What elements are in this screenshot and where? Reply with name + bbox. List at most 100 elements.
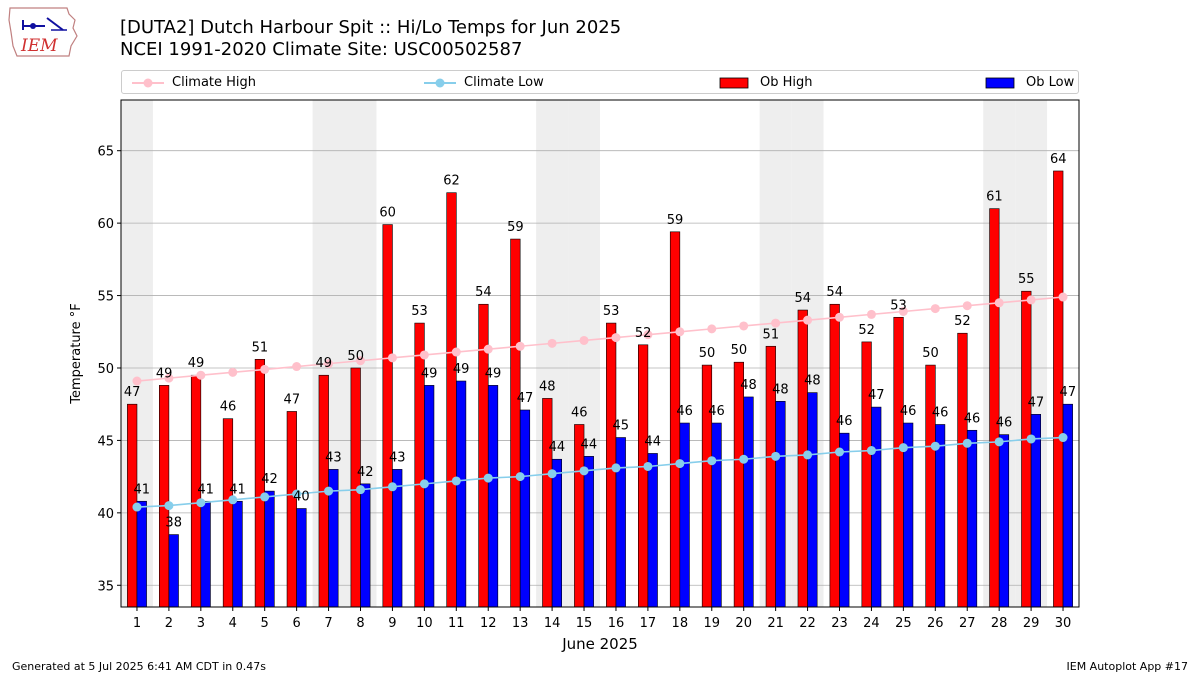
x-tick-label: 16 bbox=[608, 616, 625, 631]
x-tick-label: 19 bbox=[703, 616, 720, 631]
x-tick-label: 12 bbox=[480, 616, 497, 631]
climate-low-point bbox=[419, 479, 429, 489]
climate-high-point bbox=[962, 301, 972, 311]
bar-ob-high bbox=[542, 398, 553, 608]
bar-ob-low bbox=[807, 392, 818, 608]
bar-ob-high bbox=[861, 341, 872, 608]
data-label-ob-high: 49 bbox=[156, 366, 173, 381]
climate-high-point bbox=[356, 356, 365, 366]
legend-label-ob-low: Ob Low bbox=[1026, 75, 1075, 90]
x-tick-label: 26 bbox=[927, 616, 944, 631]
bar-ob-high bbox=[382, 224, 393, 608]
data-label-ob-high: 46 bbox=[220, 400, 237, 415]
data-label-ob-high: 52 bbox=[954, 314, 971, 329]
bar-ob-low bbox=[360, 483, 371, 608]
climate-low-point bbox=[483, 473, 493, 483]
climate-low-point bbox=[1026, 434, 1036, 444]
climate-high-point bbox=[771, 318, 781, 328]
bar-ob-high bbox=[446, 192, 457, 608]
data-label-ob-low: 46 bbox=[836, 414, 853, 429]
data-label-ob-low: 38 bbox=[165, 516, 182, 531]
climate-low-point bbox=[962, 438, 972, 448]
data-label-ob-high: 51 bbox=[763, 327, 780, 342]
x-tick-label: 3 bbox=[197, 616, 205, 631]
y-tick-label: 50 bbox=[97, 362, 114, 377]
bar-ob-low bbox=[1030, 414, 1041, 608]
x-tick-label: 9 bbox=[388, 616, 396, 631]
bar-ob-low bbox=[264, 490, 275, 608]
climate-high-point bbox=[451, 347, 461, 357]
x-tick-label: 27 bbox=[959, 616, 976, 631]
climate-high-point bbox=[292, 362, 302, 372]
data-label-ob-low: 47 bbox=[1028, 395, 1045, 410]
data-label-ob-high: 49 bbox=[315, 356, 332, 371]
data-label-ob-low: 44 bbox=[581, 437, 598, 452]
data-label-ob-low: 49 bbox=[421, 366, 438, 381]
climate-high-point bbox=[707, 324, 717, 334]
data-label-ob-low: 48 bbox=[740, 378, 757, 393]
climate-high-point bbox=[1026, 295, 1036, 305]
climate-high-point bbox=[579, 335, 589, 345]
data-label-ob-low: 48 bbox=[804, 374, 821, 389]
bar-ob-high bbox=[159, 385, 170, 608]
bar-ob-low bbox=[583, 456, 594, 608]
bar-ob-low bbox=[647, 453, 658, 608]
iem-logo: IEM bbox=[7, 6, 81, 58]
data-label-ob-low: 46 bbox=[708, 404, 725, 419]
bar-ob-low bbox=[679, 422, 690, 608]
x-tick-label: 28 bbox=[991, 616, 1008, 631]
bar-ob-low bbox=[487, 385, 499, 608]
bar-ob-high bbox=[222, 418, 234, 608]
data-label-ob-high: 49 bbox=[188, 356, 205, 371]
plot-frame bbox=[120, 99, 1080, 608]
chart-title: [DUTA2] Dutch Harbour Spit :: Hi/Lo Temp… bbox=[120, 17, 621, 61]
bar-ob-low bbox=[615, 437, 626, 608]
data-label-ob-low: 49 bbox=[485, 366, 502, 381]
climate-low-point bbox=[771, 451, 781, 461]
climate-low-line bbox=[136, 436, 1064, 508]
data-label-ob-low: 46 bbox=[996, 416, 1013, 431]
climate-low-point bbox=[707, 456, 717, 466]
title-line-2: NCEI 1991-2020 Climate Site: USC00502587 bbox=[120, 39, 523, 60]
x-tick-label: 5 bbox=[261, 616, 269, 631]
x-tick-label: 29 bbox=[1023, 616, 1040, 631]
climate-low-point bbox=[356, 485, 365, 495]
climate-low-point bbox=[803, 450, 813, 460]
bar-ob-high bbox=[1021, 290, 1032, 608]
climate-high-point bbox=[547, 338, 557, 348]
bar-ob-high bbox=[637, 344, 649, 608]
bar-ob-low bbox=[136, 500, 147, 608]
data-label-ob-high: 54 bbox=[794, 291, 811, 306]
bar-ob-low bbox=[743, 396, 754, 608]
data-label-ob-low: 41 bbox=[133, 482, 150, 497]
climate-low-point bbox=[196, 498, 206, 508]
climate-high-point bbox=[930, 304, 940, 314]
x-tick-label: 7 bbox=[324, 616, 332, 631]
legend-label-climate-high: Climate High bbox=[172, 75, 257, 90]
bar-ob-low bbox=[168, 534, 179, 608]
data-label-ob-low: 40 bbox=[293, 489, 310, 504]
data-label-ob-high: 47 bbox=[124, 385, 141, 400]
data-label-ob-low: 41 bbox=[229, 482, 246, 497]
bar-ob-low bbox=[711, 422, 722, 608]
data-label-ob-low: 42 bbox=[261, 472, 278, 487]
data-label-ob-high: 64 bbox=[1050, 152, 1067, 167]
climate-low-point bbox=[387, 482, 397, 492]
x-tick-label: 14 bbox=[544, 616, 561, 631]
bar-ob-high bbox=[989, 208, 1000, 608]
data-label-ob-low: 46 bbox=[964, 411, 981, 426]
climate-high-point bbox=[643, 330, 653, 340]
climate-low-point bbox=[547, 469, 557, 479]
climate-high-point bbox=[483, 344, 493, 354]
x-tick-label: 15 bbox=[576, 616, 593, 631]
footer-app-id: IEM Autoplot App #17 bbox=[1066, 660, 1189, 673]
data-label-ob-low: 45 bbox=[612, 419, 629, 434]
x-tick-label: 23 bbox=[831, 616, 848, 631]
climate-high-point bbox=[387, 353, 397, 363]
logo-text: IEM bbox=[20, 36, 58, 56]
legend-label-ob-high: Ob High bbox=[760, 75, 813, 90]
x-tick-label: 1 bbox=[133, 616, 141, 631]
data-label-ob-high: 55 bbox=[1018, 272, 1035, 287]
data-label-ob-low: 46 bbox=[900, 404, 917, 419]
